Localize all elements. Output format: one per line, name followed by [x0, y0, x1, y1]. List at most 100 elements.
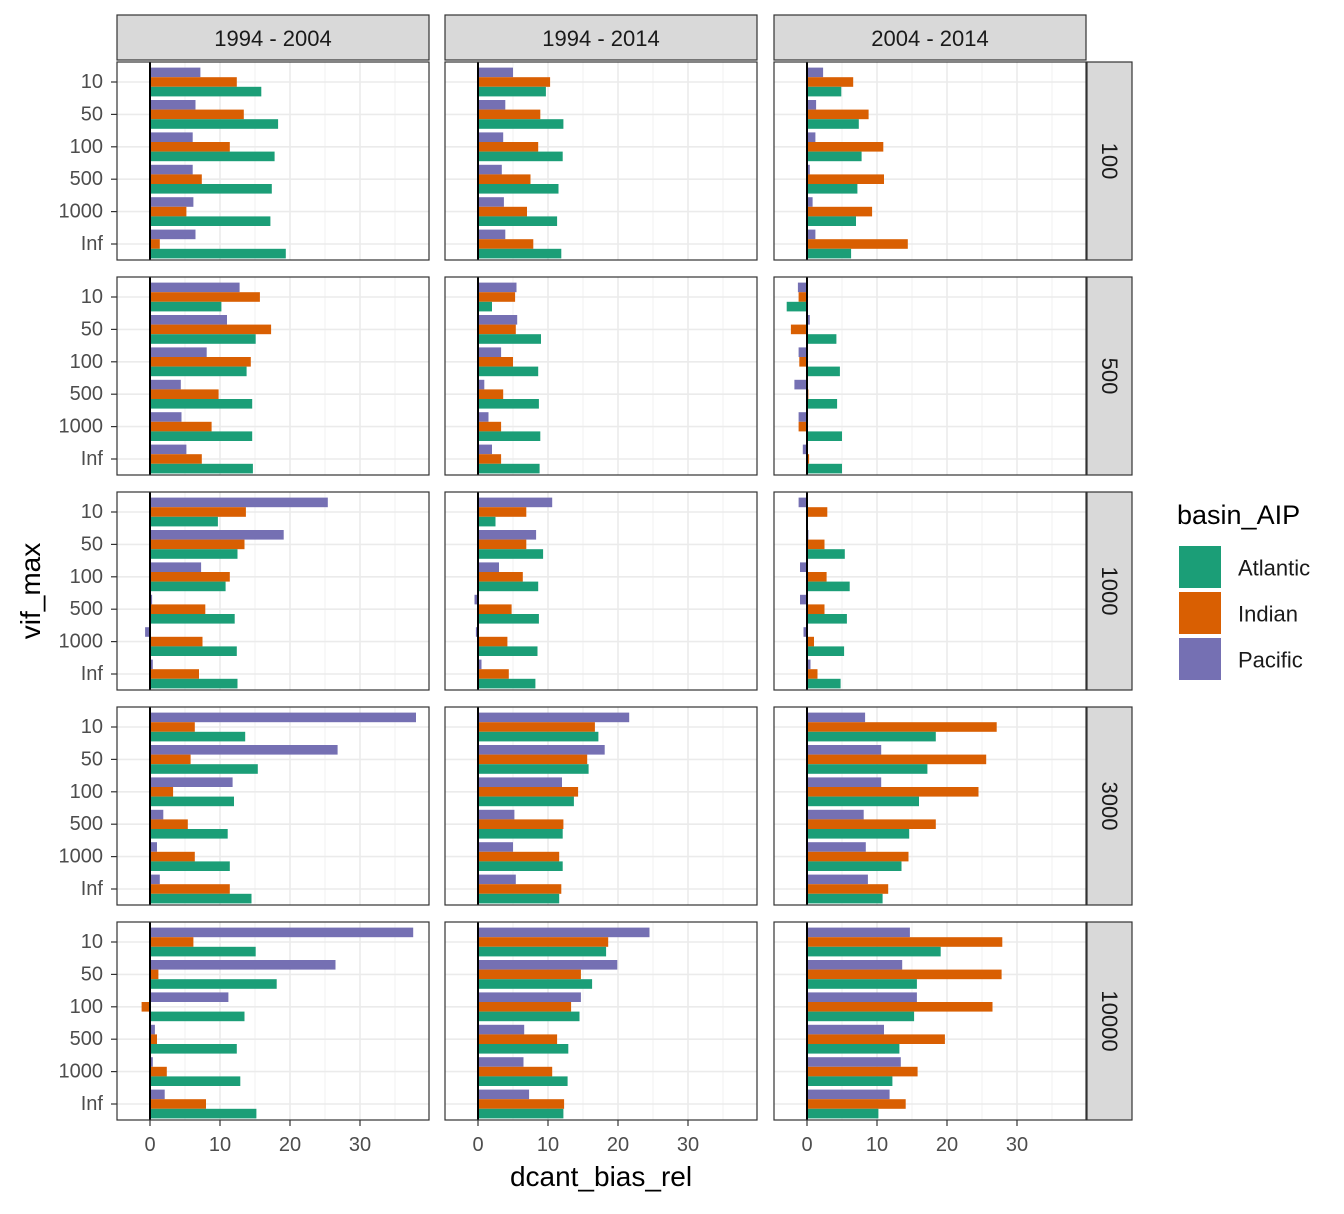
bar-atlantic: [150, 301, 222, 312]
bar-indian: [807, 539, 825, 550]
bar-pacific: [803, 627, 807, 637]
bar-atlantic: [478, 646, 538, 656]
y-tick-label: 1000: [59, 416, 104, 438]
bar-pacific: [150, 960, 336, 970]
bar-atlantic: [478, 731, 599, 742]
bar-indian: [150, 507, 246, 517]
bar-atlantic: [807, 893, 883, 904]
bar-indian: [150, 819, 188, 829]
y-tick-label: 10: [81, 286, 103, 308]
facet-panel: [116, 61, 430, 261]
bar-pacific: [150, 777, 233, 787]
bar-indian: [150, 572, 230, 582]
bar-atlantic: [150, 86, 262, 97]
bar-indian: [807, 937, 1003, 947]
panel-border: [773, 491, 1087, 691]
bar-pacific: [807, 100, 817, 110]
facet-column-strip: [444, 14, 758, 61]
panel-border: [773, 276, 1087, 476]
bar-atlantic: [150, 119, 279, 129]
y-tick-label: 50: [81, 748, 103, 770]
facet-row-strip: [1086, 921, 1133, 1121]
bar-indian: [478, 239, 534, 249]
bar-pacific: [150, 67, 201, 78]
bar-pacific: [150, 1089, 165, 1100]
bar-atlantic: [478, 861, 563, 871]
legend-key-pacific: [1179, 638, 1221, 680]
facet-panel: [773, 276, 1087, 476]
bar-pacific: [478, 809, 515, 820]
bar-atlantic: [150, 399, 253, 409]
bar-indian: [150, 851, 195, 862]
bar-pacific: [474, 594, 478, 605]
bar-atlantic: [478, 764, 589, 774]
bar-indian: [807, 636, 814, 647]
bar-atlantic: [150, 893, 252, 904]
y-tick-label: Inf: [81, 1093, 104, 1115]
y-tick-label: 1000: [59, 846, 104, 868]
facet-row-strip: [1086, 61, 1133, 261]
bar-atlantic: [478, 946, 607, 957]
y-tick-label: 100: [70, 566, 103, 588]
bar-atlantic: [478, 301, 492, 312]
bar-pacific: [478, 927, 650, 938]
y-tick-label: 50: [81, 318, 103, 340]
bar-pacific: [478, 842, 513, 852]
bar-pacific: [478, 712, 630, 723]
bar-indian: [798, 292, 807, 302]
bar-atlantic: [807, 796, 919, 807]
y-tick-label: 500: [70, 598, 103, 620]
panel-border: [444, 491, 758, 691]
facet-row-strips: 100 500 1000 3000 10000: [1086, 61, 1133, 1121]
bar-pacific: [807, 1024, 884, 1035]
bar-atlantic: [807, 614, 847, 624]
bar-indian: [150, 1066, 167, 1077]
bar-indian: [150, 109, 244, 120]
bar-pacific: [150, 164, 193, 175]
bar-pacific: [150, 842, 157, 852]
y-tick-label: 50: [81, 533, 103, 555]
bar-atlantic: [478, 184, 559, 194]
bar-pacific: [150, 809, 164, 820]
bar-indian: [807, 754, 987, 765]
bar-atlantic: [807, 764, 928, 774]
bar-pacific: [150, 412, 182, 422]
facet-row-label: 10000: [1097, 990, 1122, 1051]
bar-pacific: [478, 67, 513, 78]
bar-atlantic: [807, 861, 902, 871]
bar-indian: [478, 1002, 572, 1012]
bar-pacific: [807, 874, 868, 885]
facet-panel: [116, 706, 430, 906]
bar-pacific: [145, 627, 150, 637]
bar-indian: [807, 669, 818, 679]
bar-indian: [150, 669, 199, 679]
bar-indian: [807, 206, 873, 217]
bar-atlantic: [478, 463, 540, 474]
bar-pacific: [478, 164, 502, 175]
bar-indian: [807, 77, 854, 87]
bar-pacific: [807, 229, 816, 240]
x-tick-label: 0: [801, 1134, 812, 1156]
bar-indian: [478, 206, 527, 217]
y-tick-label: Inf: [81, 448, 104, 470]
bar-pacific: [478, 659, 482, 670]
legend-key-indian: [1179, 592, 1221, 634]
x-tick-label: 30: [677, 1134, 699, 1156]
bar-indian: [141, 1002, 150, 1012]
bar-pacific: [150, 444, 187, 455]
x-tick-label: 0: [472, 1134, 483, 1156]
bar-pacific: [802, 444, 807, 455]
bar-atlantic: [150, 861, 230, 871]
bar-atlantic: [478, 1076, 568, 1086]
bar-indian: [478, 454, 502, 464]
bar-atlantic: [478, 1011, 580, 1022]
bar-pacific: [150, 992, 229, 1002]
y-tick-label: 50: [81, 103, 103, 125]
bar-indian: [798, 421, 807, 432]
bar-pacific: [807, 659, 811, 670]
bar-indian: [478, 937, 609, 947]
y-tick-label: 1000: [59, 1061, 104, 1083]
y-tick-label: 10: [81, 501, 103, 523]
facet-column-strip: [116, 14, 430, 61]
panel-border: [116, 706, 430, 906]
